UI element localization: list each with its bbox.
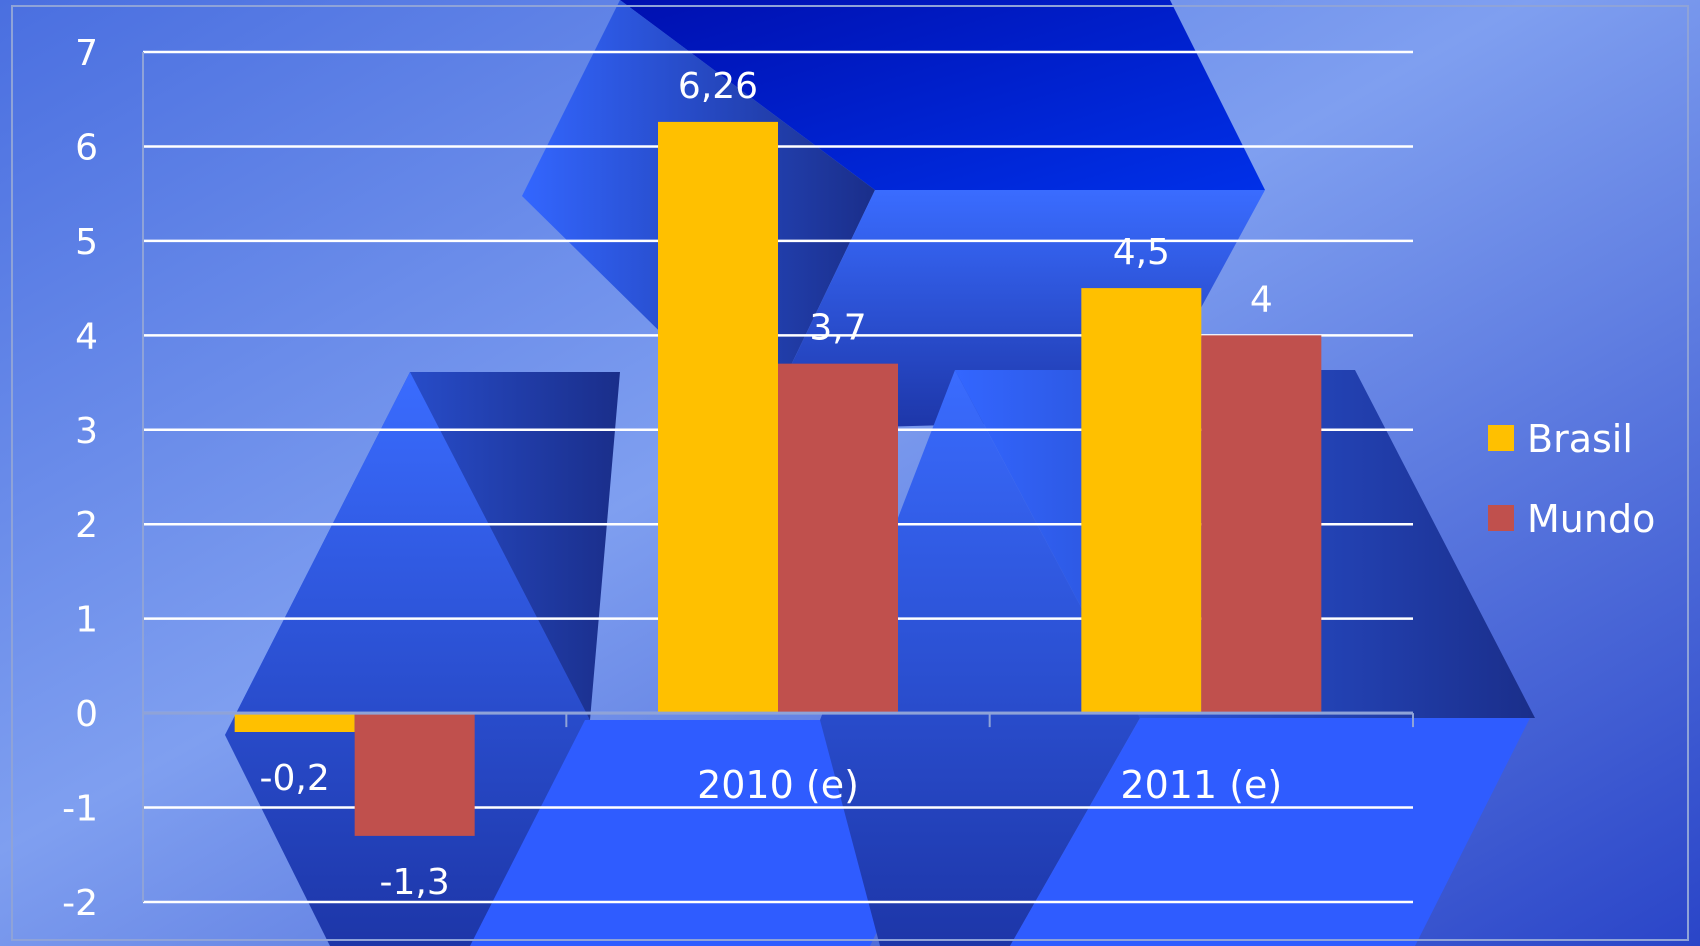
y-tick-label: -2 bbox=[62, 883, 98, 924]
data-label: 3,7 bbox=[809, 308, 866, 349]
y-tick-label: 6 bbox=[75, 127, 98, 168]
data-label: -0,2 bbox=[260, 758, 330, 799]
legend-swatch-mundo bbox=[1488, 505, 1514, 531]
data-label: 6,26 bbox=[678, 66, 758, 107]
legend-label-mundo: Mundo bbox=[1527, 497, 1655, 541]
y-tick-label: 0 bbox=[75, 694, 98, 735]
x-category-label: 2011 (e) bbox=[1120, 763, 1282, 807]
data-label: -1,3 bbox=[380, 862, 450, 903]
bar-mundo bbox=[1201, 335, 1322, 714]
legend: Brasil Mundo bbox=[1488, 417, 1655, 541]
y-tick-label: 5 bbox=[75, 222, 98, 263]
y-tick-label: 2 bbox=[75, 505, 98, 546]
bar-mundo bbox=[354, 713, 475, 836]
bar-brasil bbox=[1081, 288, 1202, 714]
bar-brasil bbox=[658, 121, 778, 714]
legend-label-brasil: Brasil bbox=[1527, 417, 1633, 461]
legend-swatch-brasil bbox=[1488, 425, 1514, 451]
bars bbox=[234, 121, 1322, 836]
data-label: 4,5 bbox=[1113, 232, 1170, 273]
x-axis: 2010 (e) 2011 (e) bbox=[142, 711, 1414, 807]
y-tick-label: 7 bbox=[75, 33, 98, 74]
bar-mundo bbox=[778, 363, 898, 714]
bar-brasil bbox=[234, 713, 355, 732]
y-tick-label: 1 bbox=[75, 600, 98, 641]
y-tick-label: -1 bbox=[62, 789, 98, 830]
y-axis: 7 6 5 4 3 2 1 0 -1 -2 bbox=[62, 33, 144, 924]
y-tick-label: 3 bbox=[75, 411, 98, 452]
data-label: 4 bbox=[1250, 279, 1273, 320]
data-labels: -0,2 -1,3 6,26 3,7 4,5 4 bbox=[260, 66, 1273, 903]
y-tick-label: 4 bbox=[75, 316, 98, 357]
x-category-label: 2010 (e) bbox=[697, 763, 859, 807]
